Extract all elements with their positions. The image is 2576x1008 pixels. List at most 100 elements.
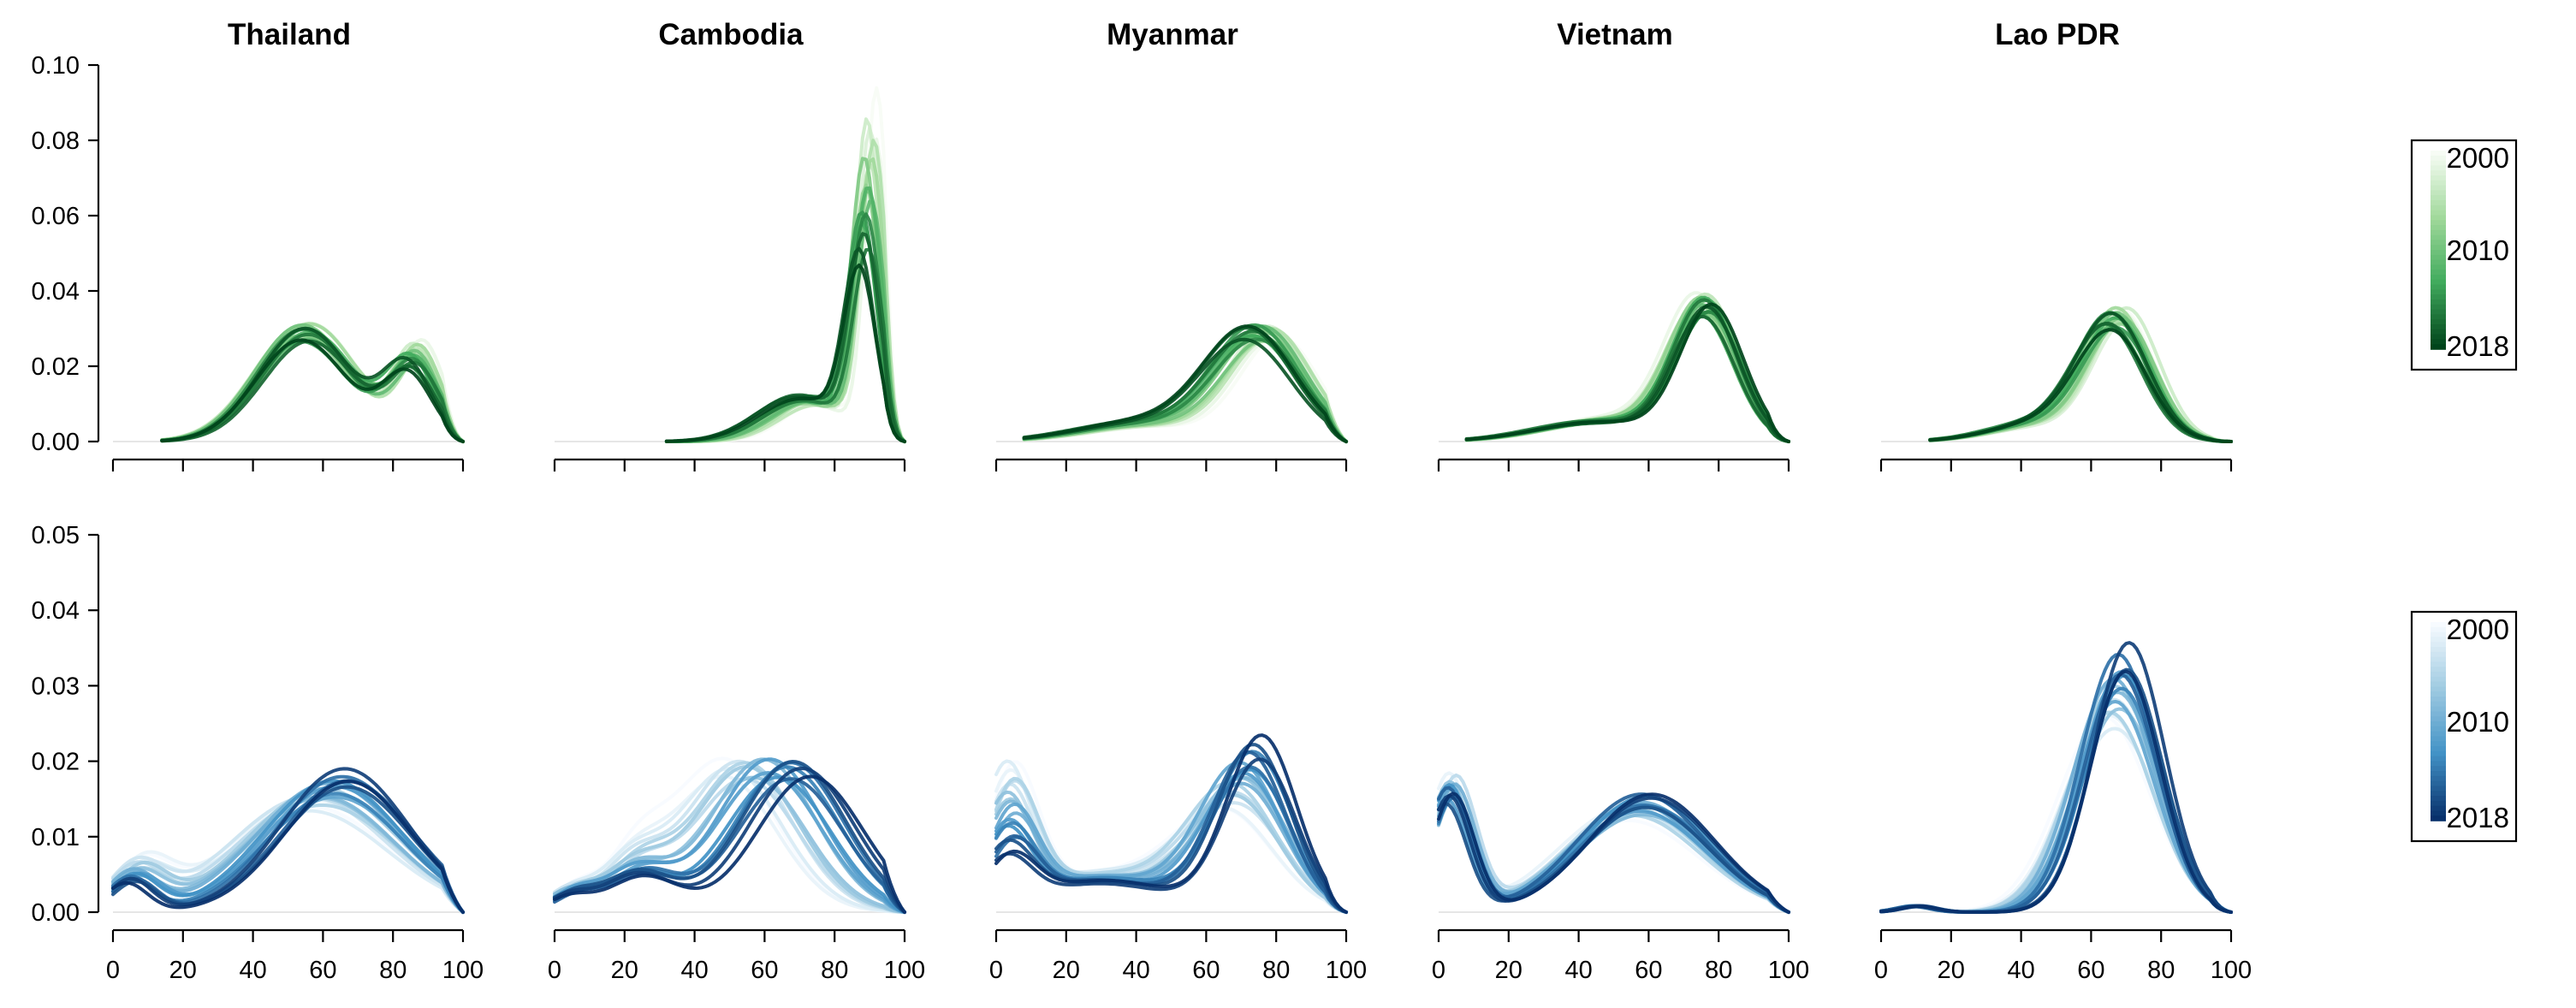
panel-title-lao-pdr: Lao PDR <box>1995 18 2120 51</box>
top-row-legend-swatch <box>2431 205 2446 211</box>
top-row-lao-pdr-curve-2018 <box>1928 328 2233 443</box>
bottom-row-vietnam-curve-2018 <box>1437 792 1790 914</box>
top-row-legend-swatch <box>2431 180 2446 187</box>
x-tick-label: 60 <box>309 957 336 984</box>
x-tick-label: 60 <box>1192 957 1220 984</box>
top-row-legend-swatch <box>2431 294 2446 300</box>
x-tick-label: 80 <box>1705 957 1732 984</box>
bottom-row-legend-label-2010: 2010 <box>2447 706 2509 738</box>
top-row-legend-swatch <box>2431 225 2446 231</box>
panel-title-thailand: Thailand <box>228 18 351 51</box>
top-row-legend-label-2000: 2000 <box>2447 142 2509 174</box>
top-row-legend-swatch <box>2431 200 2446 206</box>
top-row-legend-swatch <box>2431 240 2446 246</box>
x-tick-label: 0 <box>548 957 561 984</box>
top-row-legend-swatch <box>2431 339 2446 345</box>
bottom-row-legend-swatch <box>2431 771 2446 777</box>
top-row-legend-swatch <box>2431 275 2446 281</box>
top-row-legend-swatch <box>2431 254 2446 261</box>
top-row-y-tick-label: 0.10 <box>32 52 80 80</box>
bottom-row-cambodia-curve-2011 <box>553 757 906 914</box>
top-row-legend-swatch <box>2431 229 2446 236</box>
bottom-row-legend-swatch <box>2431 637 2446 643</box>
top-row-legend-swatch <box>2431 324 2446 330</box>
top-row-legend-label-2018: 2018 <box>2447 330 2509 362</box>
bottom-row-legend-swatch <box>2431 756 2446 762</box>
bottom-row-y-tick-label: 0.05 <box>32 522 80 549</box>
bottom-row-vietnam-curve-2016 <box>1437 802 1790 914</box>
bottom-row-legend-swatch <box>2431 691 2446 697</box>
bottom-row-legend-swatch <box>2431 711 2446 717</box>
bottom-row-legend-swatch <box>2431 780 2446 787</box>
bottom-row-cambodia-curve-2006 <box>553 765 906 914</box>
bottom-row-legend-swatch <box>2431 701 2446 708</box>
top-row-legend-swatch <box>2431 319 2446 325</box>
top-row-legend-swatch <box>2431 170 2446 176</box>
bottom-row-cambodia-curve-2015 <box>553 777 906 914</box>
x-tick-label: 60 <box>1635 957 1662 984</box>
bottom-row-legend-swatch <box>2431 661 2446 667</box>
panel-titles: Thailand Cambodia Myanmar Vietnam Lao PD… <box>228 18 2120 51</box>
bottom-row-y-tick-label: 0.00 <box>32 899 80 927</box>
x-tick-label: 20 <box>1495 957 1522 984</box>
bottom-row-legend-swatch <box>2431 681 2446 688</box>
bottom-row-legend-swatch <box>2431 815 2446 821</box>
bottom-row-legend-swatch <box>2431 622 2446 628</box>
x-tick-label: 40 <box>1564 957 1592 984</box>
panel-title-vietnam: Vietnam <box>1557 18 1673 51</box>
x-tick-label: 80 <box>1262 957 1290 984</box>
x-tick-label: 100 <box>442 957 484 984</box>
bottom-row-lao-pdr-curve-2017 <box>1879 641 2233 914</box>
bottom-row-cambodia-curve-2017 <box>553 767 906 914</box>
bottom-row-legend-swatch <box>2431 726 2446 732</box>
top-row-cambodia-curve-2018 <box>664 263 906 443</box>
top-row-legend-swatch <box>2431 250 2446 256</box>
x-tick-label: 100 <box>2211 957 2252 984</box>
top-row-vietnam-curve-2018 <box>1464 302 1790 443</box>
top-row-legend-swatch <box>2431 304 2446 311</box>
x-tick-label: 0 <box>106 957 120 984</box>
top-row-legend-swatch <box>2431 155 2446 162</box>
plot-layer: 0.000.020.040.060.080.102000201020180.00… <box>32 52 2518 984</box>
bottom-row-cambodia-curve-2018 <box>553 774 906 914</box>
bottom-row-legend-swatch <box>2431 805 2446 812</box>
bottom-row-legend-swatch <box>2431 796 2446 802</box>
x-tick-label: 80 <box>379 957 407 984</box>
x-tick-label: 40 <box>2007 957 2034 984</box>
top-row-legend-box <box>2410 139 2518 371</box>
bottom-row-legend-swatch <box>2431 642 2446 648</box>
top-row-legend-swatch <box>2431 215 2446 221</box>
bottom-row-legend-swatch <box>2431 791 2446 797</box>
bottom-row-thailand-curve-2017 <box>111 767 465 914</box>
bottom-row-legend-swatch <box>2431 626 2446 633</box>
top-row-legend-swatch <box>2431 160 2446 167</box>
bottom-row-legend-swatch <box>2431 736 2446 742</box>
x-tick-label: 100 <box>1768 957 1809 984</box>
top-row-cambodia-curve-2000 <box>664 86 906 443</box>
x-tick-label: 20 <box>169 957 197 984</box>
top-row-y-tick-label: 0.06 <box>32 203 80 230</box>
bottom-row-cambodia-curve-2003 <box>553 759 906 914</box>
bottom-row-myanmar-curve-2015 <box>994 750 1348 914</box>
x-tick-label: 60 <box>751 957 778 984</box>
bottom-row-legend-swatch <box>2431 731 2446 738</box>
top-row-thailand-curve-2018 <box>160 338 465 443</box>
bottom-row-legend-swatch <box>2431 810 2446 816</box>
bottom-row-legend-swatch <box>2431 766 2446 772</box>
bottom-row-thailand-curve-2012 <box>111 779 465 914</box>
x-tick-label: 0 <box>1874 957 1888 984</box>
x-tick-label: 20 <box>611 957 638 984</box>
bottom-row-legend-swatch <box>2431 761 2446 767</box>
bottom-row-legend-box <box>2410 610 2518 843</box>
top-row-legend-swatch <box>2431 165 2446 171</box>
top-row-y-tick-label: 0.04 <box>32 278 80 305</box>
bottom-row-legend-swatch <box>2431 697 2446 703</box>
top-row-legend-swatch <box>2431 220 2446 226</box>
bottom-row-legend-swatch <box>2431 721 2446 727</box>
bottom-row-legend-swatch <box>2431 631 2446 638</box>
top-row-legend-swatch <box>2431 289 2446 295</box>
x-tick-label: 80 <box>2147 957 2175 984</box>
bottom-row-y-tick-label: 0.02 <box>32 749 80 776</box>
top-row-legend-swatch <box>2431 279 2446 286</box>
